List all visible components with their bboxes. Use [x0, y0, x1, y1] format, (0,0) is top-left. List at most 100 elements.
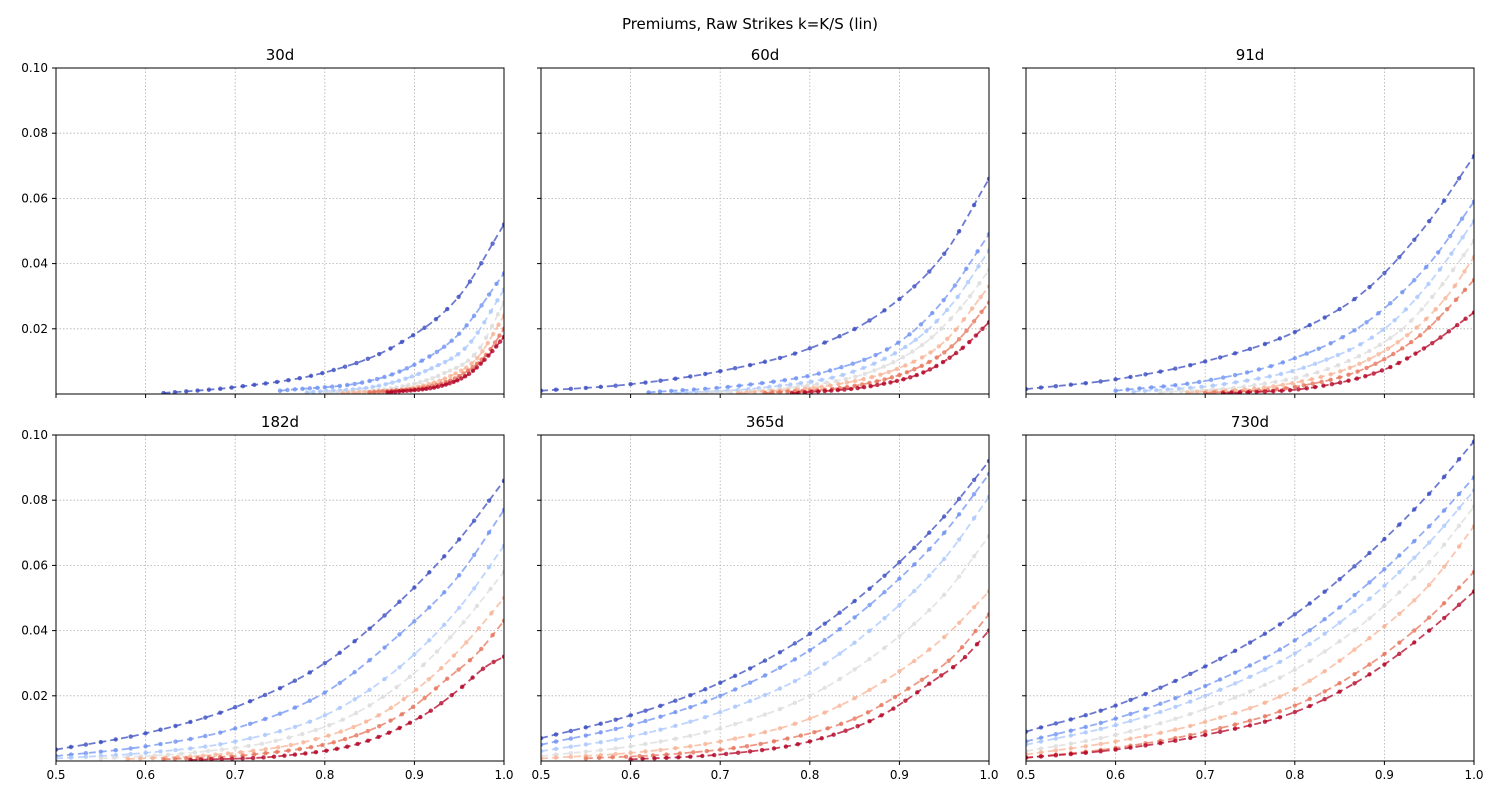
- series-point: [1232, 726, 1238, 731]
- series-point: [835, 387, 841, 393]
- series-point: [1268, 363, 1274, 369]
- series-point: [1246, 389, 1251, 394]
- series-point: [1277, 336, 1283, 341]
- series-point: [225, 751, 231, 756]
- series-point: [852, 598, 857, 604]
- series-point: [471, 552, 477, 558]
- series-point: [1312, 361, 1318, 366]
- series-point: [971, 492, 977, 497]
- series-point: [1397, 651, 1402, 656]
- series-point: [1053, 743, 1059, 749]
- series-point: [688, 754, 693, 759]
- series-point: [1453, 297, 1459, 302]
- series-point: [292, 705, 298, 710]
- series-point: [1158, 730, 1163, 736]
- series-point: [919, 355, 925, 360]
- series-point: [1404, 333, 1410, 338]
- series-point: [419, 358, 425, 363]
- series-point: [1412, 237, 1417, 242]
- series-point: [1168, 389, 1174, 394]
- series-point: [330, 384, 335, 389]
- series-point: [1322, 315, 1327, 320]
- series-point: [388, 718, 393, 723]
- series-point: [501, 595, 504, 601]
- series-point: [494, 281, 499, 286]
- series-point: [861, 365, 866, 371]
- series-point: [359, 380, 365, 385]
- series-point: [1400, 289, 1405, 295]
- series-point: [1471, 439, 1474, 444]
- series-point: [1158, 685, 1163, 690]
- series-point: [1337, 306, 1342, 312]
- series-point: [882, 308, 887, 313]
- series-point: [388, 705, 394, 711]
- series-point: [1304, 351, 1309, 356]
- series-point: [610, 755, 615, 760]
- series-point: [643, 731, 648, 736]
- series-point: [1277, 709, 1283, 714]
- series-point: [469, 361, 474, 366]
- series-point: [986, 248, 989, 253]
- series-point: [1199, 384, 1204, 390]
- series-point: [501, 543, 504, 549]
- panel-182d: 0.5 0.6 0.7 0.8 0.9 1.0 0.02 0.04 0.06 0.08 0.10 18…: [21, 413, 513, 782]
- series-point: [1427, 615, 1432, 620]
- series-point: [777, 355, 783, 361]
- series-point: [1443, 296, 1448, 301]
- series-point: [748, 382, 753, 387]
- series-point: [1427, 628, 1432, 633]
- series-point: [496, 322, 501, 327]
- series-point: [1292, 703, 1298, 708]
- series-point: [436, 362, 441, 368]
- series-point: [1461, 253, 1466, 258]
- x-tick-label: 0.9: [1375, 768, 1394, 782]
- series-point: [411, 332, 416, 338]
- series-point: [1290, 368, 1295, 374]
- series-point: [839, 365, 844, 370]
- series-point: [1412, 628, 1417, 633]
- series-point: [1053, 383, 1059, 389]
- series-point: [1441, 564, 1447, 570]
- series-point: [819, 736, 824, 741]
- series-point: [1346, 347, 1352, 353]
- series-point: [1337, 689, 1342, 694]
- series-point: [1173, 678, 1178, 684]
- series-point: [975, 249, 980, 254]
- series-point: [732, 687, 738, 692]
- series-point: [83, 742, 89, 747]
- series-point: [1203, 683, 1208, 689]
- series-point: [892, 351, 898, 356]
- series-point: [1449, 251, 1454, 256]
- series-point: [252, 752, 257, 757]
- series-point: [777, 686, 783, 691]
- series-point: [1335, 363, 1341, 368]
- series-point: [1158, 709, 1163, 715]
- series-point: [478, 361, 483, 366]
- series-point: [583, 756, 588, 761]
- x-tick-label: 1.0: [1464, 768, 1483, 782]
- series-point: [179, 751, 184, 756]
- series-point: [448, 368, 453, 373]
- series-point: [680, 388, 685, 393]
- series-point: [470, 365, 475, 370]
- series-point: [583, 742, 588, 747]
- series-point: [903, 698, 908, 703]
- series-point: [1388, 364, 1393, 370]
- series-point: [597, 755, 602, 760]
- series-point: [732, 673, 738, 678]
- series-point: [286, 735, 292, 740]
- series-point: [495, 312, 501, 317]
- series-point: [1068, 728, 1074, 733]
- series-point: [1337, 620, 1342, 625]
- series-point: [1188, 362, 1193, 368]
- series-point: [822, 710, 827, 715]
- series-point: [274, 379, 280, 385]
- series-point: [1382, 662, 1387, 667]
- series-point: [1441, 198, 1447, 203]
- series-point: [867, 318, 872, 323]
- series-point: [897, 634, 902, 639]
- series-point: [852, 716, 857, 721]
- series-point: [894, 378, 900, 384]
- series-point: [953, 327, 958, 333]
- series-point: [658, 747, 663, 753]
